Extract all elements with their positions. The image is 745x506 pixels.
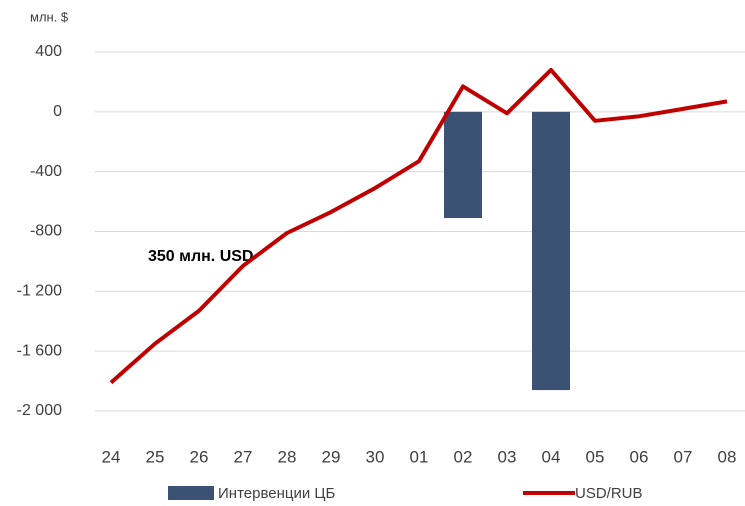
x-tick-label: 03 xyxy=(498,447,517,466)
x-tick-label: 02 xyxy=(454,447,473,466)
legend-label: Интервенции ЦБ xyxy=(218,485,335,502)
x-tick-label: 05 xyxy=(586,447,605,466)
x-tick-label: 06 xyxy=(630,447,649,466)
y-tick-label: 400 xyxy=(35,43,62,60)
y-tick-label: -400 xyxy=(30,163,62,180)
legend-label: USD/RUB xyxy=(575,485,643,502)
line xyxy=(109,67,728,385)
x-tick-label: 26 xyxy=(190,447,209,466)
y-tick-label: -2 000 xyxy=(17,402,62,419)
x-tick-label: 07 xyxy=(674,447,693,466)
annotation: 350 млн. USD xyxy=(148,248,253,265)
x-tick-label: 29 xyxy=(322,447,341,466)
y-axis-label: млн. $ xyxy=(30,9,69,24)
x-tick-label: 30 xyxy=(366,447,385,466)
y-tick-label: -1 200 xyxy=(17,283,62,300)
y-tick-label: 0 xyxy=(53,103,62,120)
x-tick-label: 25 xyxy=(146,447,165,466)
x-tick-label: 04 xyxy=(542,447,561,466)
bar xyxy=(444,111,482,219)
x-tick-label: 28 xyxy=(278,447,297,466)
x-tick-label: 01 xyxy=(410,447,429,466)
x-tick-label: 24 xyxy=(102,447,121,466)
bar xyxy=(532,111,570,391)
x-tick-label: 08 xyxy=(718,447,737,466)
y-tick-label: -800 xyxy=(30,223,62,240)
y-tick-label: -1 600 xyxy=(17,342,62,359)
x-tick-label: 27 xyxy=(234,447,253,466)
legend-swatch xyxy=(168,486,214,500)
